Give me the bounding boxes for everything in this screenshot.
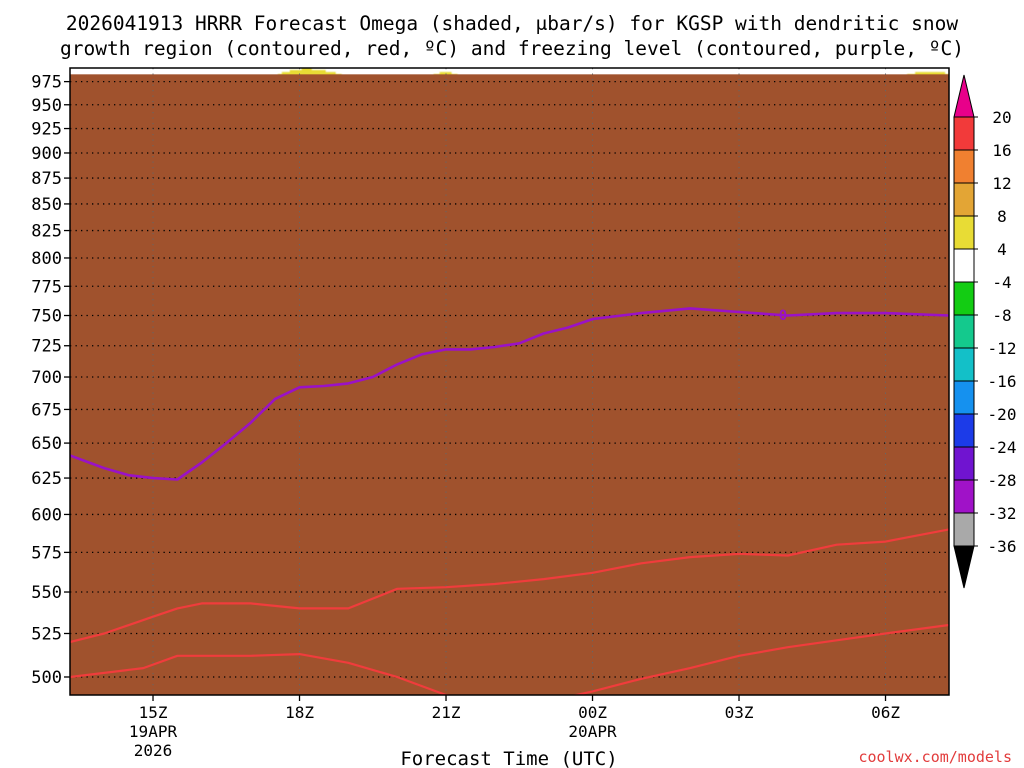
y-tick-label: 575 bbox=[31, 543, 62, 563]
colorbar-swatch bbox=[953, 281, 975, 316]
colorbar-swatch bbox=[953, 512, 975, 547]
freezing-level-line bbox=[70, 307, 949, 481]
colorbar-swatch bbox=[953, 182, 975, 217]
y-tick-label: 550 bbox=[31, 583, 62, 603]
colorbar-swatch bbox=[953, 314, 975, 349]
ground-surface bbox=[70, 74, 949, 695]
y-axis: 500 525 550 575 600 625 650 675 700 725 750 775 800 8… bbox=[31, 73, 70, 688]
colorbar-swatch bbox=[953, 479, 975, 514]
x-tick-label: 00Z bbox=[578, 703, 607, 722]
y-tick-label: 825 bbox=[31, 222, 62, 242]
y-tick-label: 600 bbox=[31, 505, 62, 525]
colorbar-swatch bbox=[953, 446, 975, 481]
y-tick-label: 800 bbox=[31, 249, 62, 269]
plot-frame bbox=[69, 67, 950, 696]
x-tick-date: 20APR bbox=[568, 722, 617, 741]
chart-title-line2: growth region (contoured, red, ºC) and f… bbox=[60, 37, 964, 60]
y-tick-label: 650 bbox=[31, 434, 62, 454]
chart-title-line1: 2026041913 HRRR Forecast Omega (shaded, … bbox=[66, 12, 958, 35]
y-tick-label: 875 bbox=[31, 169, 62, 189]
colorbar-swatch bbox=[953, 413, 975, 448]
colorbar-label: -24 bbox=[988, 438, 1017, 457]
freezing-level-label: 0 bbox=[779, 308, 787, 324]
colorbar-label: -36 bbox=[988, 537, 1017, 556]
colorbar-label: 20 bbox=[992, 108, 1011, 127]
y-tick-label: 850 bbox=[31, 195, 62, 215]
watermark-text: coolwx.com/models bbox=[858, 748, 1012, 766]
x-tick-label: 03Z bbox=[725, 703, 754, 722]
dgz-contour-upper-line bbox=[70, 623, 949, 695]
colorbar-label: 8 bbox=[997, 207, 1007, 226]
y-tick-label: 900 bbox=[31, 144, 62, 164]
y-tick-label: 500 bbox=[31, 668, 62, 688]
y-tick-label: 750 bbox=[31, 307, 62, 327]
colorbar-label: 12 bbox=[992, 174, 1011, 193]
y-tick-label: 725 bbox=[31, 337, 62, 357]
colorbar-swatch bbox=[953, 248, 975, 283]
x-tick-label: 21Z bbox=[432, 703, 461, 722]
colorbar-label: -4 bbox=[992, 273, 1011, 292]
colorbar-top-arrow bbox=[953, 74, 975, 118]
x-tick-label: 15Z bbox=[139, 703, 168, 722]
colorbar-label: 16 bbox=[992, 141, 1011, 160]
x-tick-year: 2026 bbox=[134, 741, 173, 760]
x-tick-label: 18Z bbox=[285, 703, 314, 722]
y-tick-label: 675 bbox=[31, 400, 62, 420]
y-tick-label: 775 bbox=[31, 277, 62, 297]
colorbar-label: -16 bbox=[988, 372, 1017, 391]
y-tick-label: 625 bbox=[31, 469, 62, 489]
x-axis-title: Forecast Time (UTC) bbox=[400, 748, 617, 768]
contour-lines: 0 bbox=[70, 307, 949, 695]
colorbar-swatch bbox=[953, 149, 975, 184]
colorbar-swatch bbox=[953, 116, 975, 151]
colorbar-bottom-arrow bbox=[953, 545, 975, 589]
y-tick-label: 975 bbox=[31, 73, 62, 93]
colorbar: 20 16 12 8 4 -4 -8 -12 -16 -20 -24 -28 -32 -36 bbox=[953, 74, 1017, 589]
x-tick-date: 19APR bbox=[129, 722, 178, 741]
y-tick-label: 525 bbox=[31, 624, 62, 644]
grid-lines bbox=[70, 68, 949, 695]
colorbar-swatch bbox=[953, 215, 975, 250]
colorbar-label: -28 bbox=[988, 471, 1017, 490]
y-tick-label: 925 bbox=[31, 120, 62, 140]
colorbar-swatch bbox=[953, 380, 975, 415]
x-tick-label: 06Z bbox=[871, 703, 900, 722]
colorbar-label: 4 bbox=[997, 240, 1007, 259]
colorbar-label: -32 bbox=[988, 504, 1017, 523]
colorbar-label: -20 bbox=[988, 405, 1017, 424]
colorbar-label: -8 bbox=[992, 306, 1011, 325]
y-tick-label: 700 bbox=[31, 368, 62, 388]
colorbar-swatch bbox=[953, 347, 975, 382]
dgz-contour-lower-line bbox=[70, 528, 949, 644]
colorbar-label: -12 bbox=[988, 339, 1017, 358]
y-tick-label: 950 bbox=[31, 96, 62, 116]
